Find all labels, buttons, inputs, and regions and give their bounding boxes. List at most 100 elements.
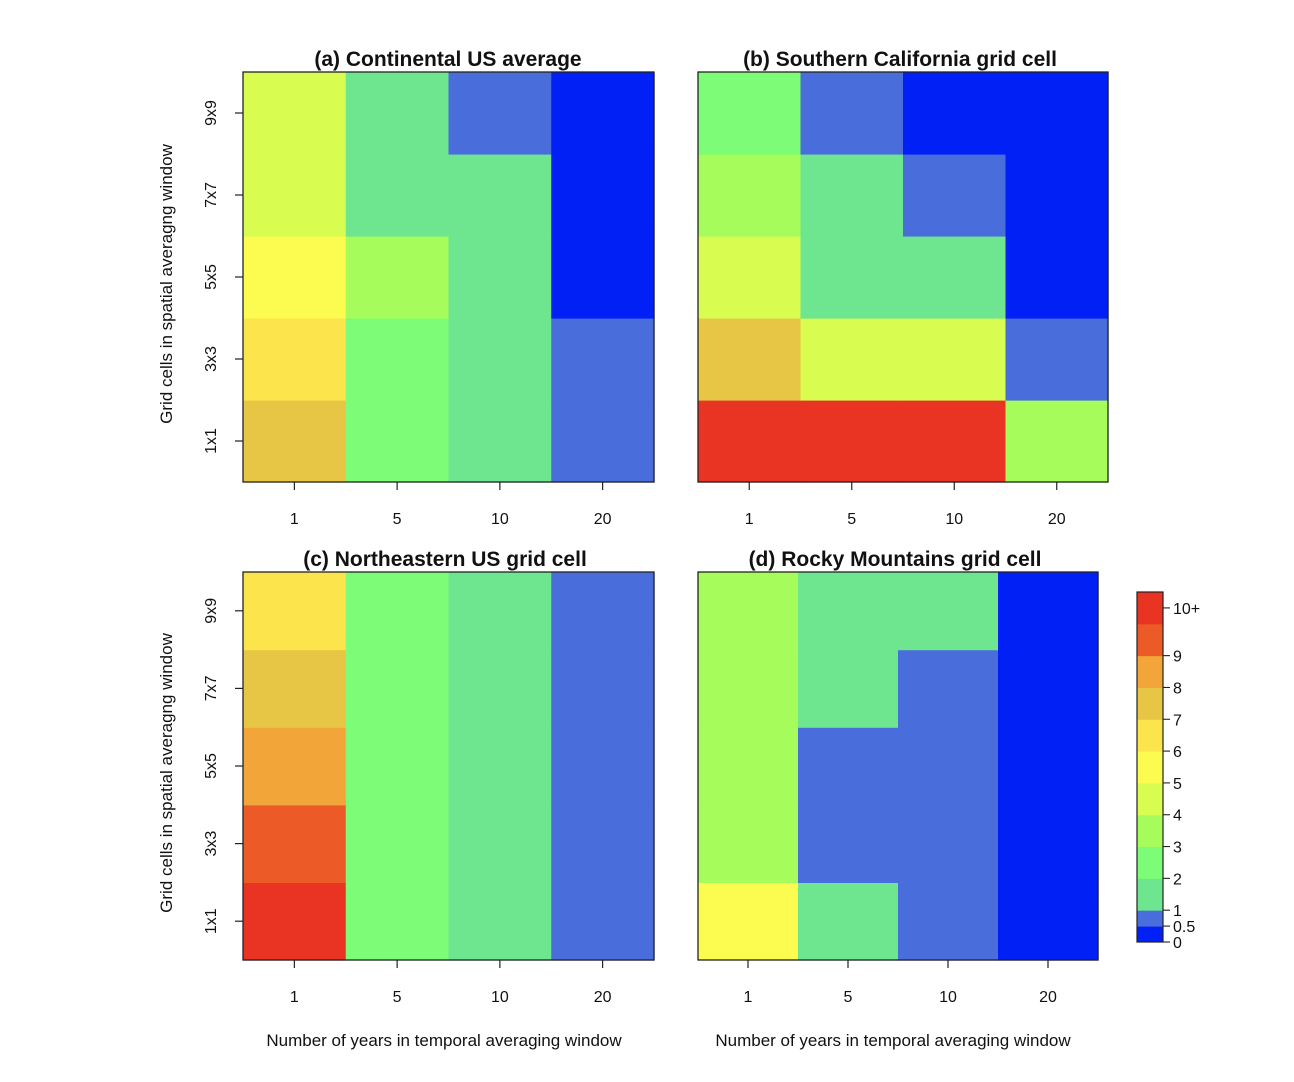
panel-c: (c) Northeastern US grid cell 1 5 10 20 1x1…	[157, 548, 655, 1050]
panel-a-x-ticks: 1 5 10 20	[290, 482, 612, 528]
panel-a-cell-r2-c1	[345, 236, 450, 319]
panel-b-cell-r0-c0	[698, 400, 802, 483]
colorbar-tick-label: 0	[1173, 935, 1182, 952]
panel-a-cell-r1-c2	[448, 318, 552, 401]
panel-c-x-tick-label: 10	[491, 989, 509, 1006]
panel-d-cell-r1-c1	[798, 804, 899, 883]
colorbar-tick-label: 10+	[1173, 601, 1200, 618]
panel-a-cell-r3-c2	[448, 154, 552, 237]
panel-d-cell-r2-c0	[698, 727, 799, 806]
panel-d-x-tick-label: 1	[744, 989, 753, 1006]
colorbar: 00.51 2 3 4 5 6 7 8 9 10+	[1136, 591, 1200, 952]
panel-c-cell-r4-c1	[345, 572, 450, 651]
panel-c-y-ticks: 1x1 3x3 5x5 7x7 9x9	[203, 598, 243, 934]
panel-b-cell-r1-c1	[800, 318, 904, 401]
panel-b-x-tick-label: 20	[1048, 511, 1066, 528]
panel-b-cells	[698, 72, 1109, 483]
panel-a: (a) Continental US average 1 5 10 20 1x1 3x3…	[157, 48, 655, 528]
panel-d-cell-r2-c1	[798, 727, 899, 806]
panel-c-xlabel: Number of years in temporal averaging wi…	[266, 1031, 622, 1050]
panel-b-cell-r3-c3	[1005, 154, 1109, 237]
panel-a-title: (a) Continental US average	[314, 48, 581, 71]
panel-a-y-tick-label: 1x1	[203, 428, 220, 454]
panel-a-y-tick-label: 5x5	[203, 264, 220, 290]
panel-c-cell-r4-c3	[551, 572, 655, 651]
colorbar-segment-0	[1137, 926, 1163, 943]
colorbar-segment-4	[1137, 814, 1163, 848]
panel-c-cell-r2-c2	[448, 727, 552, 806]
panel-b-cell-r2-c2	[903, 236, 1007, 319]
panel-b-cell-r2-c0	[698, 236, 802, 319]
colorbar-tick-label: 7	[1173, 712, 1182, 729]
colorbar-tick-label: 5	[1173, 776, 1182, 793]
panel-d-cells	[698, 572, 1099, 961]
panel-d-cell-r4-c0	[698, 572, 799, 651]
colorbar-frame	[1136, 591, 1164, 943]
panel-b-x-ticks: 1 5 10 20	[745, 482, 1066, 528]
panel-c-cells	[243, 572, 655, 961]
panel-a-x-tick-label: 1	[290, 511, 299, 528]
panel-b-cell-r3-c0	[698, 154, 802, 237]
panel-b-x-tick-label: 1	[745, 511, 754, 528]
panel-c-cell-r1-c3	[551, 804, 655, 883]
panel-c-ylabel: Grid cells in spatial averagng window	[157, 632, 176, 912]
panel-c-y-tick-label: 3x3	[203, 831, 220, 857]
panel-a-y-tick-label: 3x3	[203, 346, 220, 372]
panel-d-cell-r4-c3	[998, 572, 1099, 651]
panel-a-cell-r0-c0	[243, 400, 347, 483]
panel-a-cell-r1-c1	[345, 318, 450, 401]
panel-c-cell-r1-c2	[448, 804, 552, 883]
panel-c-y-tick-label: 7x7	[203, 675, 220, 701]
panel-b-cell-r4-c2	[903, 72, 1007, 155]
panel-a-cell-r0-c2	[448, 400, 552, 483]
panel-b: (b) Southern California grid cell 1 5 10 20	[697, 48, 1109, 528]
panel-b-cell-r3-c1	[800, 154, 904, 237]
panel-d-cell-r2-c3	[998, 727, 1099, 806]
panel-a-cell-r1-c3	[551, 318, 655, 401]
panel-c-cell-r3-c3	[551, 649, 655, 728]
panel-d-cell-r3-c0	[698, 649, 799, 728]
panel-a-x-tick-label: 10	[491, 511, 509, 528]
panel-d-cell-r4-c2	[898, 572, 999, 651]
panel-b-cell-r2-c1	[800, 236, 904, 319]
panel-a-cell-r3-c1	[345, 154, 450, 237]
panel-a-ylabel: Grid cells in spatial averagng window	[157, 143, 176, 423]
panel-b-cell-r0-c2	[903, 400, 1007, 483]
panel-b-cell-r1-c3	[1005, 318, 1109, 401]
panel-d-cell-r1-c3	[998, 804, 1099, 883]
colorbar-segments	[1137, 592, 1163, 943]
panel-d-cell-r0-c1	[798, 882, 899, 961]
panel-c-cell-r0-c3	[551, 882, 655, 961]
panel-d-cell-r3-c2	[898, 649, 999, 728]
panel-d-cell-r0-c3	[998, 882, 1099, 961]
colorbar-ticks: 00.51 2 3 4 5 6 7 8 9 10+	[1163, 601, 1200, 952]
panel-b-cell-r1-c2	[903, 318, 1007, 401]
panel-d-cell-r3-c1	[798, 649, 899, 728]
colorbar-tick-label: 3	[1173, 840, 1182, 857]
panel-d-x-tick-label: 10	[939, 989, 957, 1006]
panel-c-cell-r1-c0	[243, 804, 347, 883]
panel-b-cell-r4-c0	[698, 72, 802, 155]
colorbar-segment-7	[1137, 719, 1163, 752]
panel-c-x-tick-label: 20	[594, 989, 612, 1006]
colorbar-tick-label: 2	[1173, 871, 1182, 888]
colorbar-segment-5	[1137, 782, 1163, 816]
panel-a-y-ticks: 1x1 3x3 5x5 7x7 9x9	[203, 100, 243, 454]
panel-a-y-tick-label: 7x7	[203, 182, 220, 208]
panel-c-cell-r3-c2	[448, 649, 552, 728]
panel-d-x-ticks: 1 5 10 20	[744, 960, 1057, 1006]
panel-c-cell-r0-c0	[243, 882, 347, 961]
panel-c-cell-r0-c1	[345, 882, 450, 961]
panel-c-cell-r2-c0	[243, 727, 347, 806]
colorbar-tick-label: 1	[1173, 903, 1182, 920]
panel-a-cell-r3-c0	[243, 154, 347, 237]
colorbar-segment-6	[1137, 751, 1163, 784]
panel-a-cell-r4-c2	[448, 72, 552, 155]
colorbar-segment-2	[1137, 878, 1163, 911]
panel-a-cell-r3-c3	[551, 154, 655, 237]
panel-b-cell-r1-c0	[698, 318, 802, 401]
panel-d-x-tick-label: 20	[1039, 989, 1057, 1006]
panel-c-title: (c) Northeastern US grid cell	[303, 548, 587, 571]
panel-d-cell-r4-c1	[798, 572, 899, 651]
